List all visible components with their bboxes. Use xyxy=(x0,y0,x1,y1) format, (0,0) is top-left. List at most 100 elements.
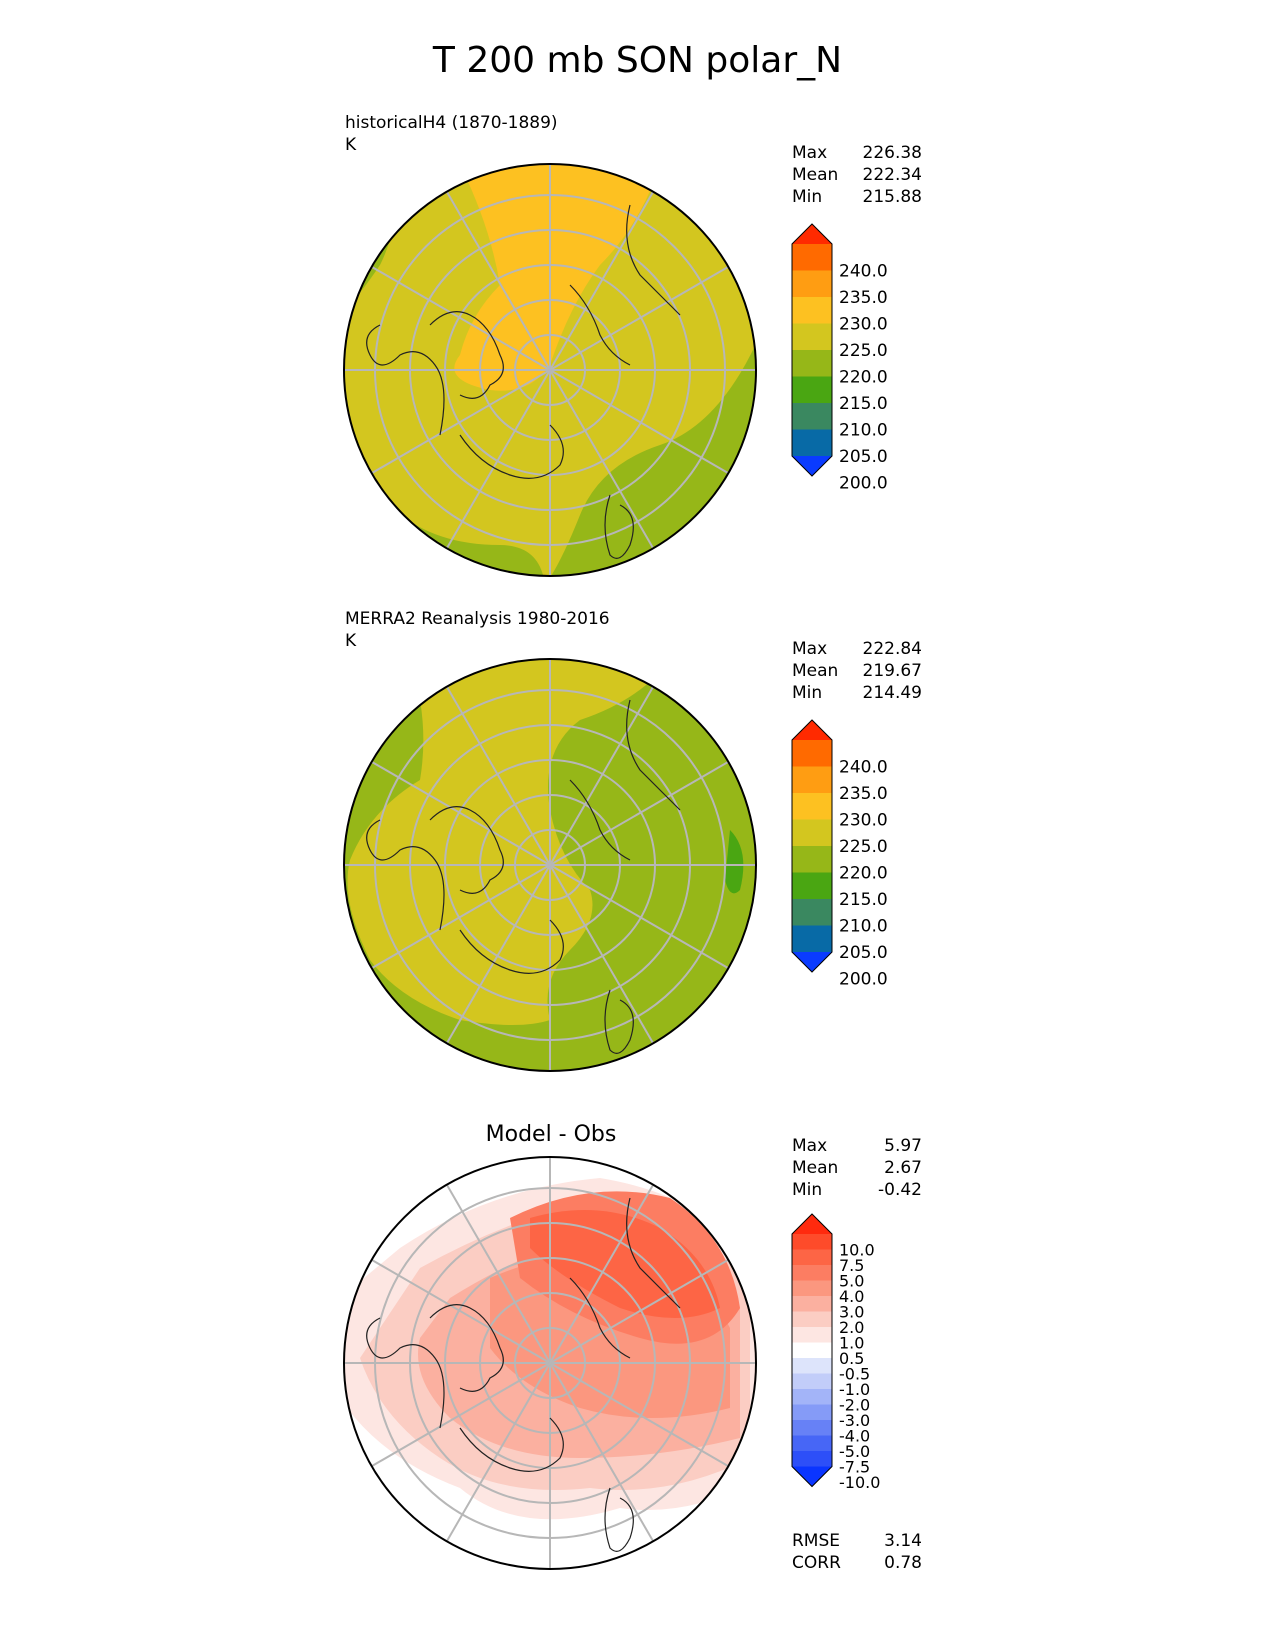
colorbar-band xyxy=(792,925,832,952)
colorbar-tick-label: 210.0 xyxy=(839,421,888,441)
panel3-stats: Max 5.97 Mean 2.67 Min -0.42 xyxy=(792,1135,922,1201)
map-boundary xyxy=(343,1156,757,1570)
panel1-polar-map xyxy=(343,163,757,577)
field-warm-region xyxy=(454,165,660,391)
stat-max: Max 222.84 xyxy=(792,639,922,659)
stat-max: Max 5.97 xyxy=(792,1136,922,1156)
metric-corr: CORR 0.78 xyxy=(792,1553,922,1573)
panel3-colorbar: 10.07.55.04.03.02.01.00.5-0.5-1.0-2.0-3.… xyxy=(791,1213,880,1492)
colorbar-band xyxy=(792,1342,832,1358)
colorbar-extend-min xyxy=(792,1466,832,1487)
colorbar-tick-label: -3.0 xyxy=(839,1411,870,1430)
colorbar-outline xyxy=(791,223,833,477)
coastlines xyxy=(366,1197,681,1552)
colorbar-extend-max xyxy=(792,1214,832,1234)
colorbar-band xyxy=(792,1249,832,1265)
graticule xyxy=(345,1158,755,1568)
colorbar-band xyxy=(792,740,832,767)
colorbar-band xyxy=(792,766,832,793)
colorbar-tick-label: 215.0 xyxy=(839,394,888,414)
colorbar-band xyxy=(792,270,832,297)
page-title: T 200 mb SON polar_N xyxy=(432,40,843,81)
colorbar-extend-min xyxy=(792,952,832,972)
colorbar-tick-label: 235.0 xyxy=(839,288,888,308)
colorbar-tick-label: 10.0 xyxy=(839,1241,875,1260)
colorbar-tick-label: 205.0 xyxy=(839,447,888,467)
coastlines xyxy=(366,699,681,1054)
colorbar-tick-label: -2.0 xyxy=(839,1396,870,1415)
colorbar-band xyxy=(792,793,832,820)
panel2-title-line1: MERRA2 Reanalysis 1980-2016 xyxy=(345,609,610,629)
colorbar-band xyxy=(792,323,832,350)
stat-min: Min 215.88 xyxy=(792,187,922,207)
colorbar-band xyxy=(792,376,832,403)
colorbar-tick-label: -10.0 xyxy=(839,1473,880,1492)
colorbar-tick-label: 200.0 xyxy=(839,970,888,990)
panel3-metrics: RMSE 3.14 CORR 0.78 xyxy=(792,1530,922,1574)
colorbar-tick-label: 220.0 xyxy=(839,864,888,884)
colorbar-band xyxy=(792,1265,832,1281)
colorbar-tick-label: 215.0 xyxy=(839,890,888,910)
colorbar-tick-label: 1.0 xyxy=(839,1334,864,1353)
colorbar-band xyxy=(792,297,832,324)
colorbar-tick-label: 230.0 xyxy=(839,315,888,335)
colorbar-band xyxy=(792,1389,832,1405)
graticule xyxy=(345,165,755,575)
colorbar-band xyxy=(792,1327,832,1343)
colorbar-tick-label: 7.5 xyxy=(839,1256,864,1275)
colorbar-band xyxy=(792,244,832,271)
colorbar-outline xyxy=(791,1213,833,1488)
panel2-polar-map xyxy=(343,658,757,1072)
colorbar-band xyxy=(792,1358,832,1374)
stat-min: Min -0.42 xyxy=(792,1180,922,1200)
coastlines xyxy=(366,204,681,559)
colorbar-band xyxy=(792,899,832,926)
colorbar-band xyxy=(792,350,832,377)
graticule xyxy=(345,660,755,1070)
colorbar-band xyxy=(792,1420,832,1436)
colorbar-extend-max xyxy=(792,224,832,244)
colorbar-extend-max xyxy=(792,720,832,740)
colorbar-band xyxy=(792,846,832,873)
panel2-title: MERRA2 Reanalysis 1980-2016 K xyxy=(345,608,610,652)
panel2-colorbar: 240.0 235.0 230.0 225.0 220.0 215.0 210.0 205.0… xyxy=(791,719,888,990)
colorbar-tick-label: -0.5 xyxy=(839,1365,870,1384)
panel1-title-line1: historicalH4 (1870-1889) xyxy=(345,113,558,133)
colorbar-tick-label: 210.0 xyxy=(839,917,888,937)
colorbar-tick-label: -7.5 xyxy=(839,1458,870,1477)
colorbar-tick-label: -4.0 xyxy=(839,1427,870,1446)
colorbar-outline xyxy=(791,719,833,973)
colorbar-tick-label: 225.0 xyxy=(839,837,888,857)
colorbar-band xyxy=(792,1373,832,1389)
colorbar-tick-label: 220.0 xyxy=(839,368,888,388)
colorbar-tick-label: 205.0 xyxy=(839,943,888,963)
map-boundary xyxy=(343,658,757,1072)
panel1-title: historicalH4 (1870-1889) K xyxy=(345,112,558,156)
panel3-title: Model - Obs xyxy=(485,1122,617,1147)
stat-mean: Mean 2.67 xyxy=(792,1158,922,1178)
colorbar-band xyxy=(792,819,832,846)
colorbar-tick-label: 200.0 xyxy=(839,474,888,494)
colorbar-tick-label: 240.0 xyxy=(839,262,888,282)
colorbar-band xyxy=(792,1404,832,1420)
panel1-units: K xyxy=(345,135,357,155)
colorbar-band xyxy=(792,1311,832,1327)
colorbar-tick-label: 4.0 xyxy=(839,1287,864,1306)
colorbar-band xyxy=(792,1451,832,1467)
colorbar-tick-label: 2.0 xyxy=(839,1318,864,1337)
colorbar-band xyxy=(792,429,832,456)
panel1-stats: Max 226.38 Mean 222.34 Min 215.88 xyxy=(792,142,922,208)
panel3-polar-map xyxy=(343,1156,757,1570)
colorbar-tick-label: 0.5 xyxy=(839,1349,864,1368)
stat-min: Min 214.49 xyxy=(792,683,922,703)
colorbar-band xyxy=(792,403,832,430)
colorbar-band xyxy=(792,1435,832,1451)
colorbar-tick-label: -1.0 xyxy=(839,1380,870,1399)
colorbar-tick-label: 235.0 xyxy=(839,784,888,804)
stat-max: Max 226.38 xyxy=(792,143,922,163)
panel2-units: K xyxy=(345,631,357,651)
colorbar-tick-label: 230.0 xyxy=(839,811,888,831)
metric-rmse: RMSE 3.14 xyxy=(792,1531,922,1551)
panel1-colorbar: 240.0 235.0 230.0 225.0 220.0 215.0 210.0 205.0… xyxy=(791,223,888,494)
colorbar-tick-label: 3.0 xyxy=(839,1303,864,1322)
